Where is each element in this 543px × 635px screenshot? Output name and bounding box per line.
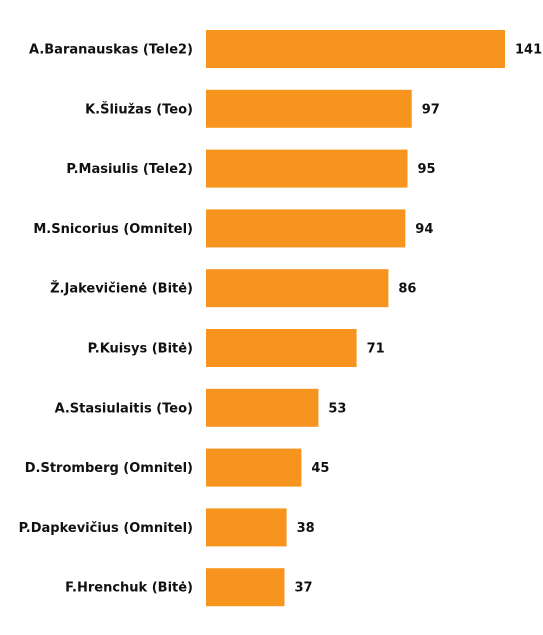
bar <box>206 269 389 308</box>
value-label: 71 <box>367 342 385 357</box>
bar <box>206 448 302 487</box>
value-label: 37 <box>295 581 313 596</box>
category-label: A.Stasiulaitis (Teo) <box>55 401 193 416</box>
category-label: Ž.Jakevičienė (Bitė) <box>50 281 193 297</box>
category-label: D.Stromberg (Omnitel) <box>25 461 193 476</box>
bar <box>206 89 412 128</box>
bar <box>206 508 287 547</box>
value-label: 45 <box>311 461 329 476</box>
value-label: 38 <box>297 521 315 536</box>
category-label: P.Kuisys (Bitė) <box>88 342 193 357</box>
bar <box>206 568 285 607</box>
bar <box>206 149 408 188</box>
bar <box>206 209 406 248</box>
category-label: P.Dapkevičius (Omnitel) <box>19 521 193 536</box>
bar <box>206 388 319 427</box>
value-label: 94 <box>415 222 433 237</box>
category-label: K.Šliužas (Teo) <box>85 101 193 117</box>
bar <box>206 30 505 68</box>
category-label: P.Masiulis (Tele2) <box>66 162 193 177</box>
value-label: 53 <box>328 401 346 416</box>
category-label: A.Baranauskas (Tele2) <box>29 43 193 58</box>
value-label: 86 <box>398 282 416 297</box>
category-label: M.Snicorius (Omnitel) <box>33 222 193 237</box>
value-label: 141 <box>515 43 542 58</box>
category-label: F.Hrenchuk (Bitė) <box>65 581 193 596</box>
bar <box>206 329 357 367</box>
value-label: 97 <box>422 102 440 117</box>
value-label: 95 <box>418 162 436 177</box>
